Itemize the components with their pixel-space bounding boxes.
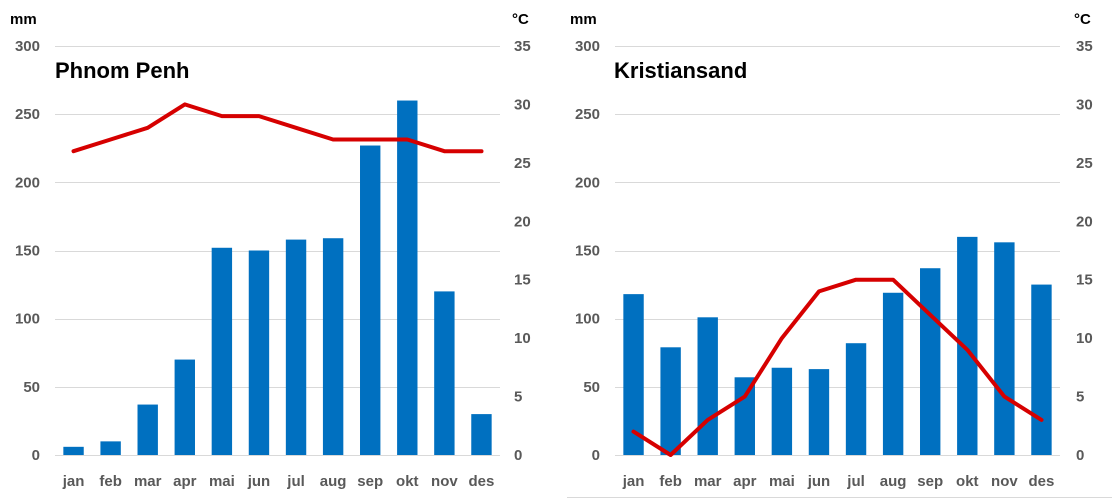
x-axis-tick-label: mai (209, 473, 235, 490)
x-axis-tick-label: aug (320, 473, 347, 490)
right-axis-tick-label: 5 (1076, 389, 1084, 406)
precipitation-bar-jun (808, 369, 830, 455)
x-axis-tick-label: nov (431, 473, 458, 490)
right-axis-tick-label: 25 (514, 155, 531, 172)
left-axis-tick-label: 50 (23, 379, 40, 396)
precipitation-bar-nov (434, 291, 455, 455)
x-axis-tick-label: jul (846, 473, 865, 490)
x-axis-tick-label: jan (622, 473, 645, 490)
right-axis-tick-label: 35 (1076, 38, 1093, 55)
right-axis-tick-label: 20 (514, 213, 531, 230)
x-axis-tick-label: des (469, 473, 495, 490)
precipitation-bar-feb (100, 441, 121, 455)
precipitation-bar-apr (734, 377, 755, 455)
right-axis-tick-label: 15 (514, 272, 531, 289)
left-axis-unit: mm (10, 11, 37, 28)
right-axis-tick-label: 30 (514, 96, 531, 113)
x-axis-tick-label: jan (62, 473, 85, 490)
x-axis-tick-label: sep (917, 473, 943, 490)
x-axis-tick-label: feb (659, 473, 682, 490)
precipitation-bar-aug (882, 292, 904, 455)
x-axis-tick-label: des (1029, 473, 1055, 490)
right-axis-tick-label: 20 (1076, 213, 1093, 230)
right-axis-tick-label: 25 (1076, 155, 1093, 172)
left-axis-tick-label: 150 (575, 243, 600, 260)
chart-panel-1: 0 50 100 150 200 250 300 0 5 10 15 20 25 30 35 mm °C Phno… (10, 11, 531, 490)
x-axis-tick-label: okt (956, 473, 979, 490)
left-axis-tick-label: 100 (15, 311, 40, 328)
precipitation-bar-mai (771, 367, 793, 455)
chart-title: Phnom Penh (55, 58, 189, 83)
precipitation-bar-des (1031, 284, 1052, 455)
x-axis-tick-label: okt (396, 473, 419, 490)
temperature-line (71, 102, 484, 154)
left-axis-tick-label: 200 (15, 174, 40, 191)
precipitation-bar-apr (174, 359, 195, 455)
precipitation-bar-mar (697, 317, 718, 455)
x-axis-tick-label: jun (807, 473, 831, 490)
precipitation-bar-jul (285, 239, 307, 455)
left-axis-tick-label: 50 (583, 379, 600, 396)
left-axis-tick-label: 100 (575, 311, 600, 328)
precipitation-bar-okt (397, 100, 418, 456)
precipitation-bar-okt (957, 236, 978, 455)
right-axis-tick-label: 0 (1076, 447, 1084, 464)
precipitation-bar-jan (63, 446, 84, 455)
right-axis-tick-label: 5 (514, 389, 522, 406)
right-axis-tick-label: 0 (514, 447, 522, 464)
precipitation-bar-mai (211, 247, 233, 455)
right-axis-unit: °C (512, 11, 529, 28)
right-axis-tick-label: 10 (514, 330, 531, 347)
left-axis-tick-label: 0 (32, 447, 40, 464)
x-axis-tick-label: aug (880, 473, 907, 490)
precipitation-bar-nov (994, 242, 1015, 455)
left-axis-tick-label: 250 (15, 106, 40, 123)
right-axis-unit: °C (1074, 11, 1091, 28)
precipitation-bar-aug (322, 238, 344, 455)
right-axis-tick-label: 10 (1076, 330, 1093, 347)
x-axis-tick-label: mai (769, 473, 795, 490)
precipitation-bar-des (471, 414, 492, 455)
left-axis-tick-label: 300 (575, 38, 600, 55)
x-axis-tick-label: nov (991, 473, 1018, 490)
x-axis-tick-label: jun (247, 473, 271, 490)
x-axis-tick-label: mar (134, 473, 162, 490)
right-axis-tick-label: 30 (1076, 96, 1093, 113)
left-axis-tick-label: 200 (575, 174, 600, 191)
x-axis-tick-label: feb (99, 473, 122, 490)
right-axis-tick-label: 15 (1076, 272, 1093, 289)
precipitation-bar-jul (845, 343, 867, 455)
left-axis-tick-label: 0 (592, 447, 600, 464)
left-axis-tick-label: 250 (575, 106, 600, 123)
left-axis-tick-label: 300 (15, 38, 40, 55)
precipitation-bar-mar (137, 404, 158, 455)
precipitation-bar-sep (920, 268, 941, 455)
left-axis-tick-label: 150 (15, 243, 40, 260)
x-axis-tick-label: apr (173, 473, 197, 490)
x-axis-tick-label: apr (733, 473, 757, 490)
precipitation-bar-jun (248, 250, 270, 455)
temperature-line (631, 277, 1044, 457)
x-axis-tick-label: jul (286, 473, 305, 490)
precipitation-bar-jan (623, 294, 644, 455)
precipitation-bar-feb (660, 347, 681, 455)
left-axis-unit: mm (570, 11, 597, 28)
x-axis-tick-label: mar (694, 473, 722, 490)
x-axis-tick-label: sep (357, 473, 383, 490)
chart-title: Kristiansand (614, 58, 747, 83)
precipitation-bar-sep (360, 145, 381, 456)
chart-panel-2: 0 50 100 150 200 250 300 0 5 10 15 20 25 30 35 mm °C Kris… (567, 11, 1112, 498)
right-axis-tick-label: 35 (514, 38, 531, 55)
